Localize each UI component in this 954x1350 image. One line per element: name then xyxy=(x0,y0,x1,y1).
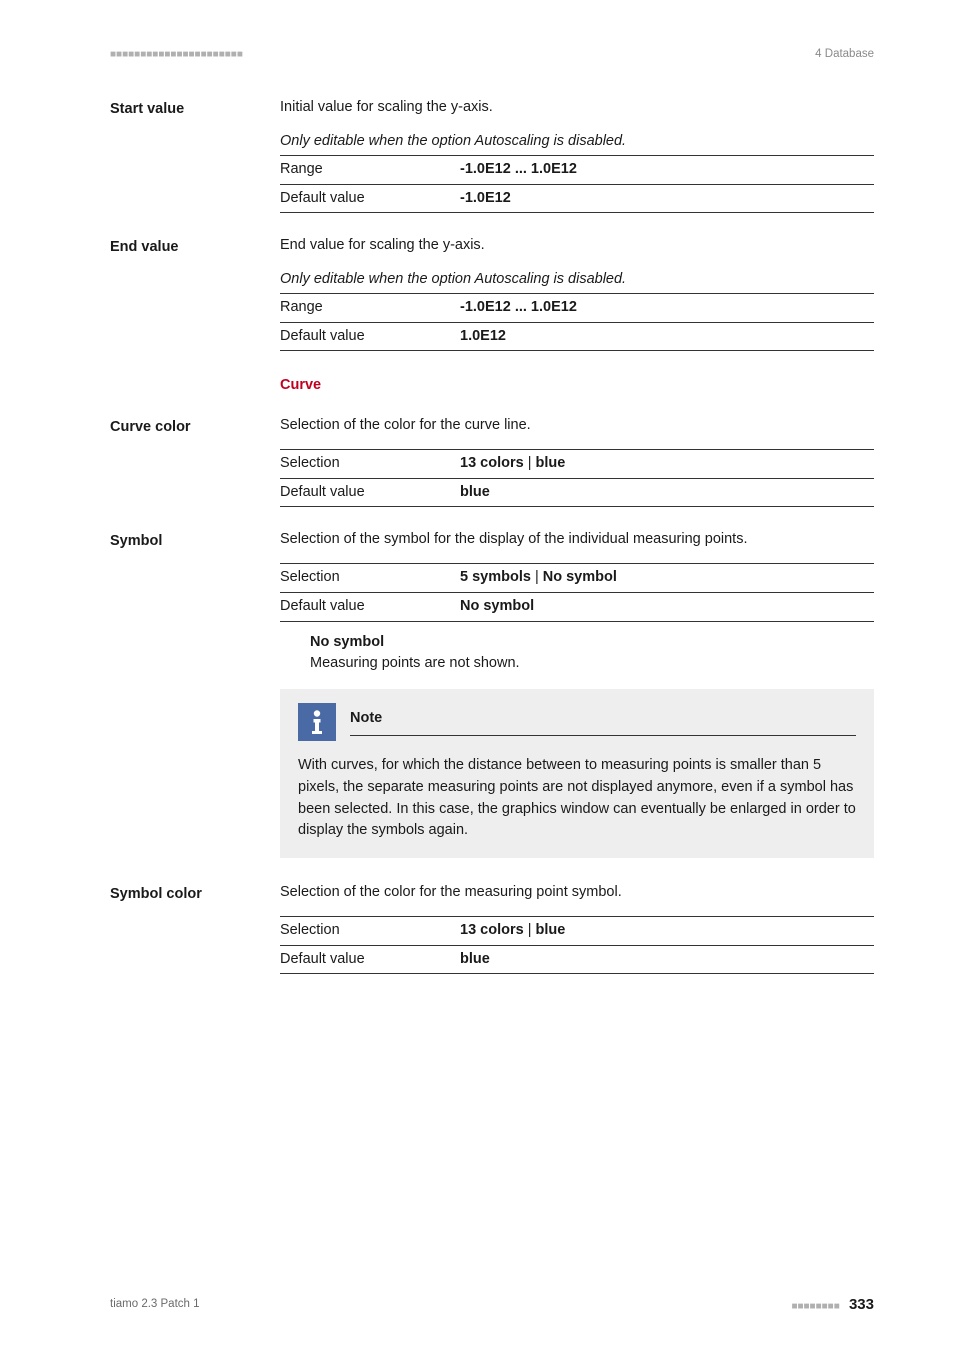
symbol-color-desc: Selection of the color for the measuring… xyxy=(280,882,874,904)
symbol-table: Selection 5 symbols | No symbol Default … xyxy=(280,563,874,622)
selection-label: Selection xyxy=(280,916,460,945)
header-section: 4 Database xyxy=(815,46,874,63)
start-value-default: -1.0E12 xyxy=(460,184,874,213)
end-value-condition: Only editable when the option Autoscalin… xyxy=(280,269,874,291)
symbol-color-label: Symbol color xyxy=(110,882,280,906)
end-value-desc: End value for scaling the y-axis. xyxy=(280,235,874,257)
end-value-table: Range -1.0E12 ... 1.0E12 Default value 1… xyxy=(280,293,874,352)
start-value-desc: Initial value for scaling the y-axis. xyxy=(280,97,874,119)
curve-heading: Curve xyxy=(280,375,874,397)
end-value-label: End value xyxy=(110,235,280,259)
curve-color-selection: 13 colors | blue xyxy=(460,449,874,478)
symbol-color-selection: 13 colors | blue xyxy=(460,916,874,945)
default-label: Default value xyxy=(280,945,460,974)
no-symbol-title: No symbol xyxy=(310,632,874,654)
note-body: With curves, for which the distance betw… xyxy=(298,755,856,842)
footer-product: tiamo 2.3 Patch 1 xyxy=(110,1296,200,1313)
footer-dots: ■■■■■■■■ xyxy=(791,1301,839,1312)
default-label: Default value xyxy=(280,592,460,621)
page-footer: tiamo 2.3 Patch 1 ■■■■■■■■ 333 xyxy=(110,1294,874,1317)
default-label: Default value xyxy=(280,322,460,351)
range-label: Range xyxy=(280,293,460,322)
curve-color-default: blue xyxy=(460,478,874,507)
symbol-desc: Selection of the symbol for the display … xyxy=(280,529,874,551)
note-title: Note xyxy=(350,710,382,726)
start-value-range: -1.0E12 ... 1.0E12 xyxy=(460,155,874,184)
symbol-selection: 5 symbols | No symbol xyxy=(460,564,874,593)
symbol-color-default: blue xyxy=(460,945,874,974)
range-label: Range xyxy=(280,155,460,184)
symbol-default: No symbol xyxy=(460,592,874,621)
footer-right: ■■■■■■■■ 333 xyxy=(791,1294,874,1317)
default-label: Default value xyxy=(280,478,460,507)
end-value-range: -1.0E12 ... 1.0E12 xyxy=(460,293,874,322)
header-dots-left: ■■■■■■■■■■■■■■■■■■■■■■ xyxy=(110,47,243,62)
symbol-label: Symbol xyxy=(110,529,280,553)
end-value-default: 1.0E12 xyxy=(460,322,874,351)
selection-label: Selection xyxy=(280,564,460,593)
note-box: Note With curves, for which the distance… xyxy=(280,689,874,858)
default-label: Default value xyxy=(280,184,460,213)
footer-page: 333 xyxy=(849,1296,874,1313)
curve-color-desc: Selection of the color for the curve lin… xyxy=(280,415,874,437)
page-header: ■■■■■■■■■■■■■■■■■■■■■■ 4 Database xyxy=(110,46,874,63)
start-value-table: Range -1.0E12 ... 1.0E12 Default value -… xyxy=(280,155,874,214)
start-value-condition: Only editable when the option Autoscalin… xyxy=(280,131,874,153)
no-symbol-desc: Measuring points are not shown. xyxy=(310,653,874,675)
curve-color-table: Selection 13 colors | blue Default value… xyxy=(280,449,874,508)
curve-color-label: Curve color xyxy=(110,415,280,439)
info-icon xyxy=(298,703,336,741)
selection-label: Selection xyxy=(280,449,460,478)
symbol-color-table: Selection 13 colors | blue Default value… xyxy=(280,916,874,975)
start-value-label: Start value xyxy=(110,97,280,121)
